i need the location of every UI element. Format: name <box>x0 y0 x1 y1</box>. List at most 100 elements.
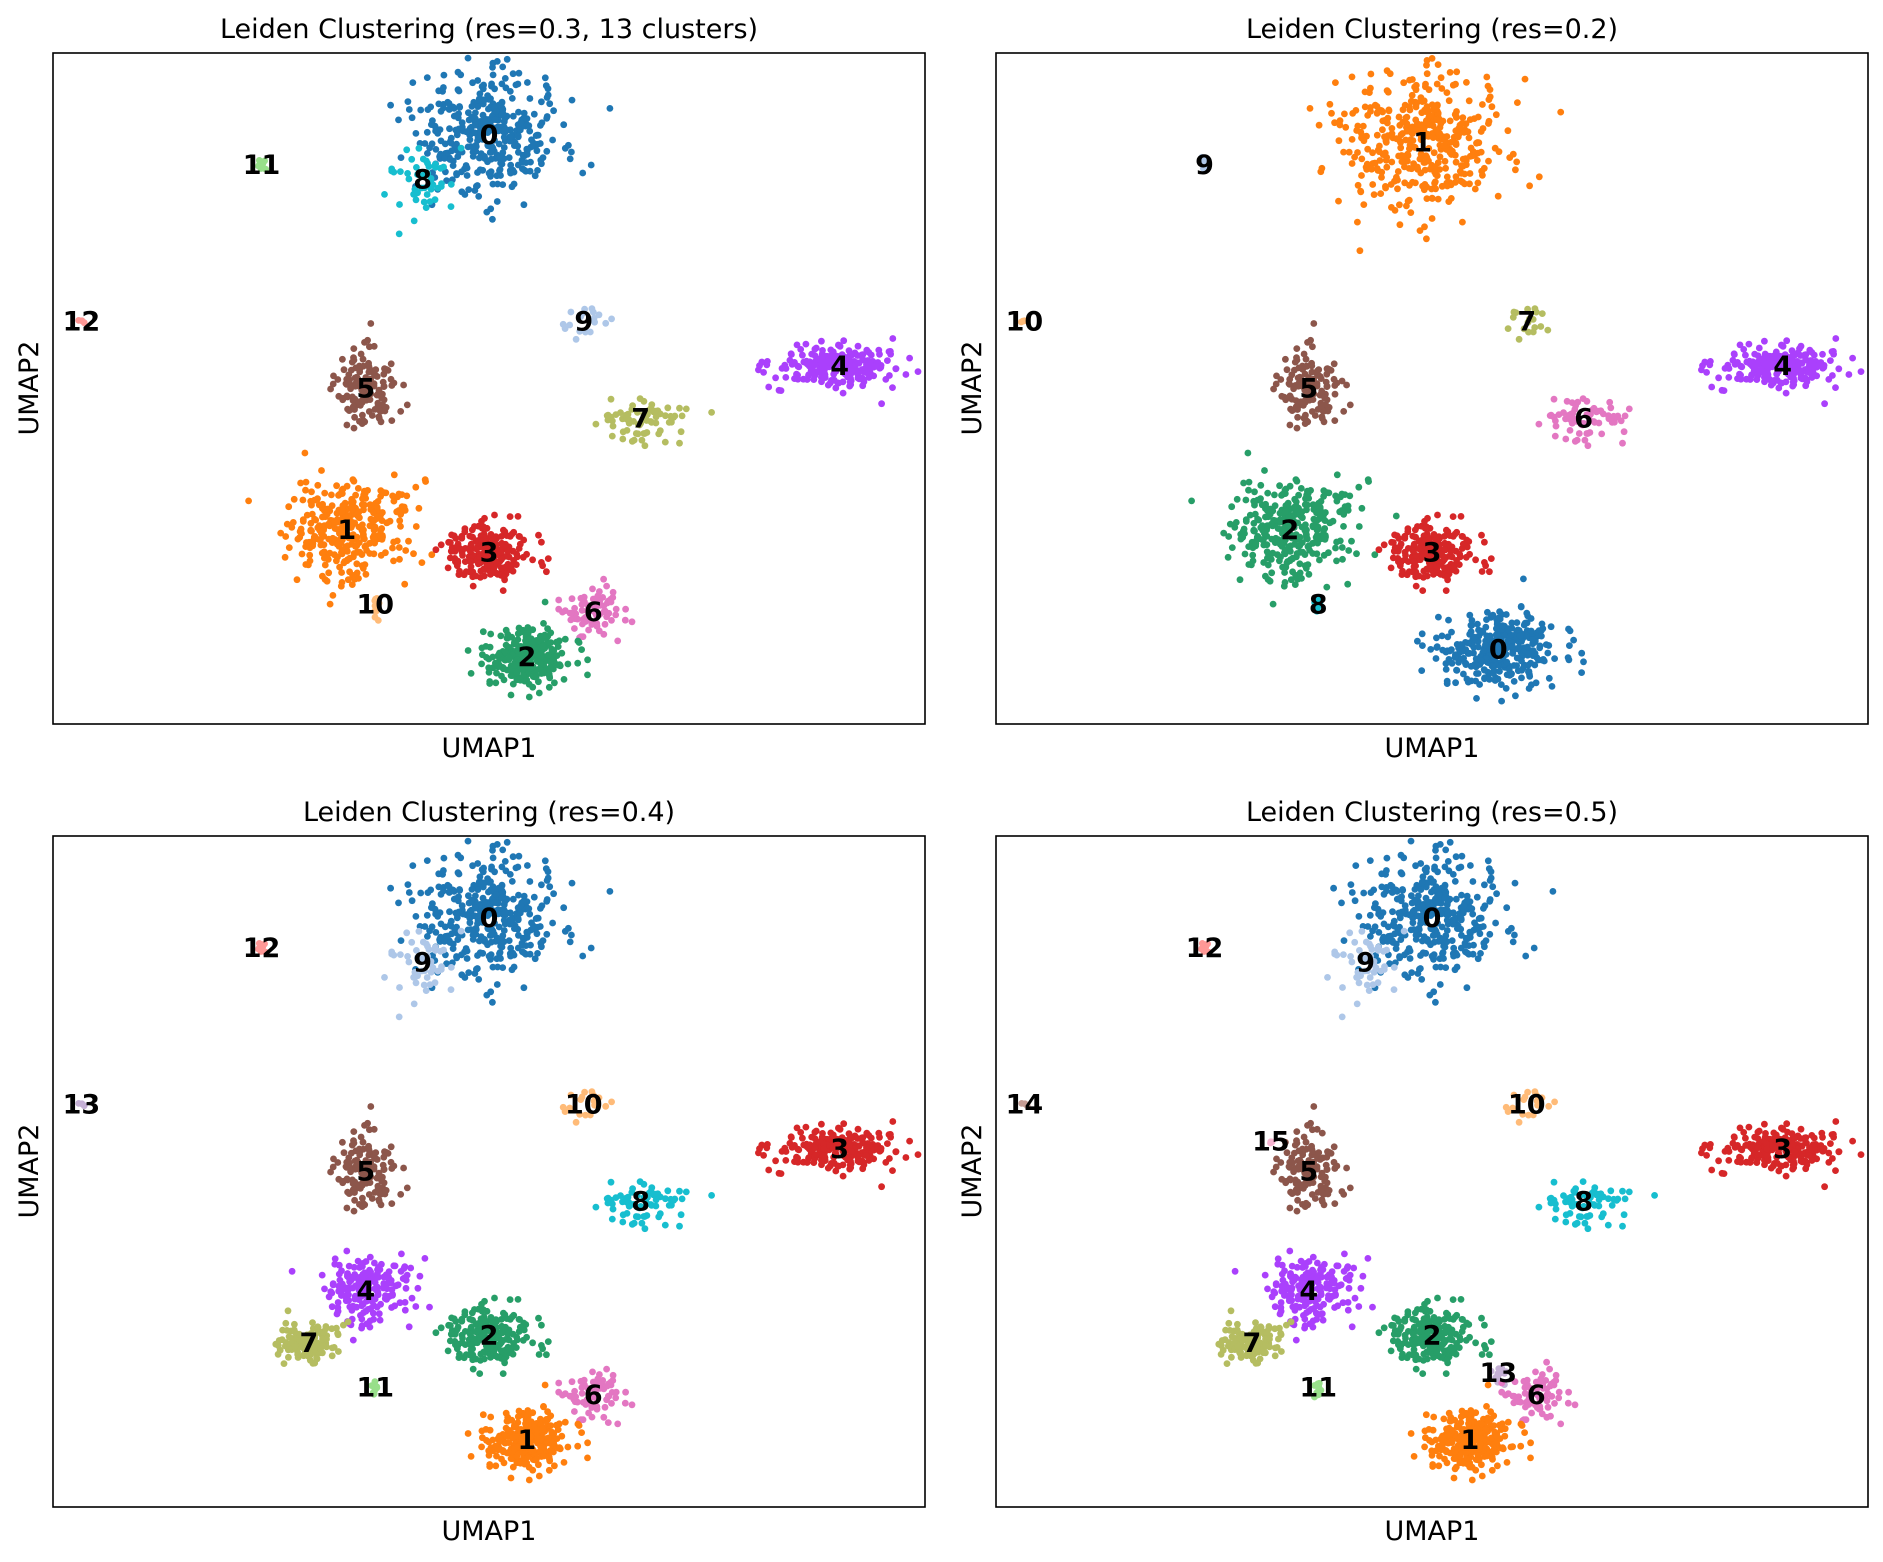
point-cluster-5 <box>400 1164 407 1172</box>
point-cluster-3 <box>539 562 546 570</box>
point-cluster-10 <box>608 1098 615 1106</box>
point-cluster-7 <box>285 1333 293 1341</box>
point-cluster-2 <box>506 654 513 662</box>
point-cluster-5 <box>350 345 358 352</box>
point-cluster-3 <box>469 582 477 590</box>
point-cluster-8 <box>619 1218 627 1226</box>
point-cluster-5 <box>359 355 367 363</box>
point-cluster-0 <box>1448 659 1456 667</box>
point-cluster-1 <box>428 551 436 559</box>
point-cluster-0 <box>423 128 431 136</box>
point-cluster-1 <box>1407 97 1415 105</box>
point-cluster-3 <box>543 568 550 576</box>
point-cluster-1 <box>325 569 333 577</box>
point-cluster-1 <box>309 540 317 547</box>
point-cluster-0 <box>488 80 495 88</box>
point-cluster-4 <box>1755 344 1763 352</box>
point-cluster-1 <box>361 535 368 543</box>
point-cluster-2 <box>492 659 499 667</box>
point-cluster-0 <box>466 919 474 927</box>
point-cluster-1 <box>344 576 352 584</box>
point-cluster-1 <box>396 517 404 525</box>
point-cluster-4 <box>1761 378 1768 386</box>
point-cluster-7 <box>323 1335 330 1343</box>
point-cluster-1 <box>1428 101 1436 109</box>
point-cluster-9 <box>419 938 427 946</box>
point-cluster-0 <box>1529 647 1537 654</box>
point-cluster-2 <box>487 630 495 638</box>
point-cluster-2 <box>1353 550 1360 558</box>
point-cluster-3 <box>1387 564 1395 572</box>
point-cluster-1 <box>296 534 304 541</box>
point-cluster-0 <box>485 169 493 177</box>
point-cluster-2 <box>1188 497 1195 505</box>
point-cluster-4 <box>1802 382 1810 390</box>
point-cluster-0 <box>1527 615 1535 622</box>
point-cluster-4 <box>811 361 819 369</box>
cluster-label-4: 4 <box>830 351 849 382</box>
point-cluster-0 <box>1464 639 1472 647</box>
point-cluster-0 <box>424 150 431 157</box>
point-cluster-5 <box>1293 345 1301 352</box>
point-cluster-2 <box>561 635 569 643</box>
point-cluster-0 <box>507 952 514 960</box>
point-cluster-2 <box>1320 487 1328 494</box>
point-cluster-1 <box>355 575 362 582</box>
point-cluster-4 <box>358 1322 366 1329</box>
cluster-label-3: 3 <box>480 538 499 569</box>
point-cluster-0 <box>448 147 456 155</box>
point-cluster-2 <box>1355 523 1363 530</box>
point-cluster-0 <box>542 865 550 873</box>
point-cluster-3 <box>499 587 507 594</box>
point-cluster-2 <box>1233 495 1241 503</box>
point-cluster-6 <box>1566 427 1574 434</box>
point-cluster-1 <box>377 487 385 494</box>
point-cluster-0 <box>606 888 614 895</box>
point-cluster-0 <box>515 852 523 860</box>
point-cluster-1 <box>1351 153 1358 161</box>
point-cluster-5 <box>356 418 363 425</box>
point-cluster-1 <box>395 544 403 551</box>
point-cluster-0 <box>1463 675 1471 683</box>
point-cluster-0 <box>1443 680 1451 687</box>
point-cluster-2 <box>469 1365 477 1373</box>
point-cluster-5 <box>388 1200 396 1207</box>
point-cluster-4 <box>777 387 785 394</box>
point-cluster-4 <box>848 365 856 372</box>
point-cluster-0 <box>1474 670 1482 677</box>
point-cluster-0 <box>499 964 507 971</box>
point-cluster-4 <box>1827 357 1834 364</box>
point-cluster-1 <box>350 550 358 557</box>
point-cluster-0 <box>387 101 394 109</box>
point-cluster-4 <box>401 1299 409 1306</box>
point-cluster-3 <box>1412 582 1420 590</box>
point-cluster-2 <box>464 647 472 654</box>
point-cluster-1 <box>1432 126 1440 134</box>
point-cluster-7 <box>1544 326 1552 334</box>
point-cluster-2 <box>535 678 542 686</box>
point-cluster-0 <box>1527 627 1535 635</box>
point-cluster-8 <box>661 1221 669 1229</box>
point-cluster-3 <box>812 1151 820 1158</box>
point-cluster-3 <box>512 561 520 568</box>
point-cluster-1 <box>398 491 406 498</box>
point-cluster-5 <box>368 1195 376 1202</box>
point-cluster-5 <box>1293 424 1301 432</box>
point-cluster-0 <box>1520 621 1528 629</box>
point-cluster-2 <box>1358 504 1366 512</box>
point-cluster-4 <box>1820 362 1828 369</box>
point-cluster-1 <box>1373 103 1381 110</box>
point-cluster-0 <box>514 863 522 871</box>
point-cluster-8 <box>628 1220 636 1228</box>
point-cluster-0 <box>1470 633 1478 641</box>
point-cluster-0 <box>517 902 525 910</box>
point-cluster-5 <box>350 1207 358 1215</box>
point-cluster-2 <box>509 1350 517 1358</box>
point-cluster-1 <box>1509 150 1517 158</box>
point-cluster-1 <box>303 539 310 546</box>
point-cluster-3 <box>1415 545 1423 553</box>
point-cluster-0 <box>509 853 517 861</box>
point-cluster-0 <box>1468 621 1476 629</box>
point-cluster-1 <box>307 526 315 534</box>
